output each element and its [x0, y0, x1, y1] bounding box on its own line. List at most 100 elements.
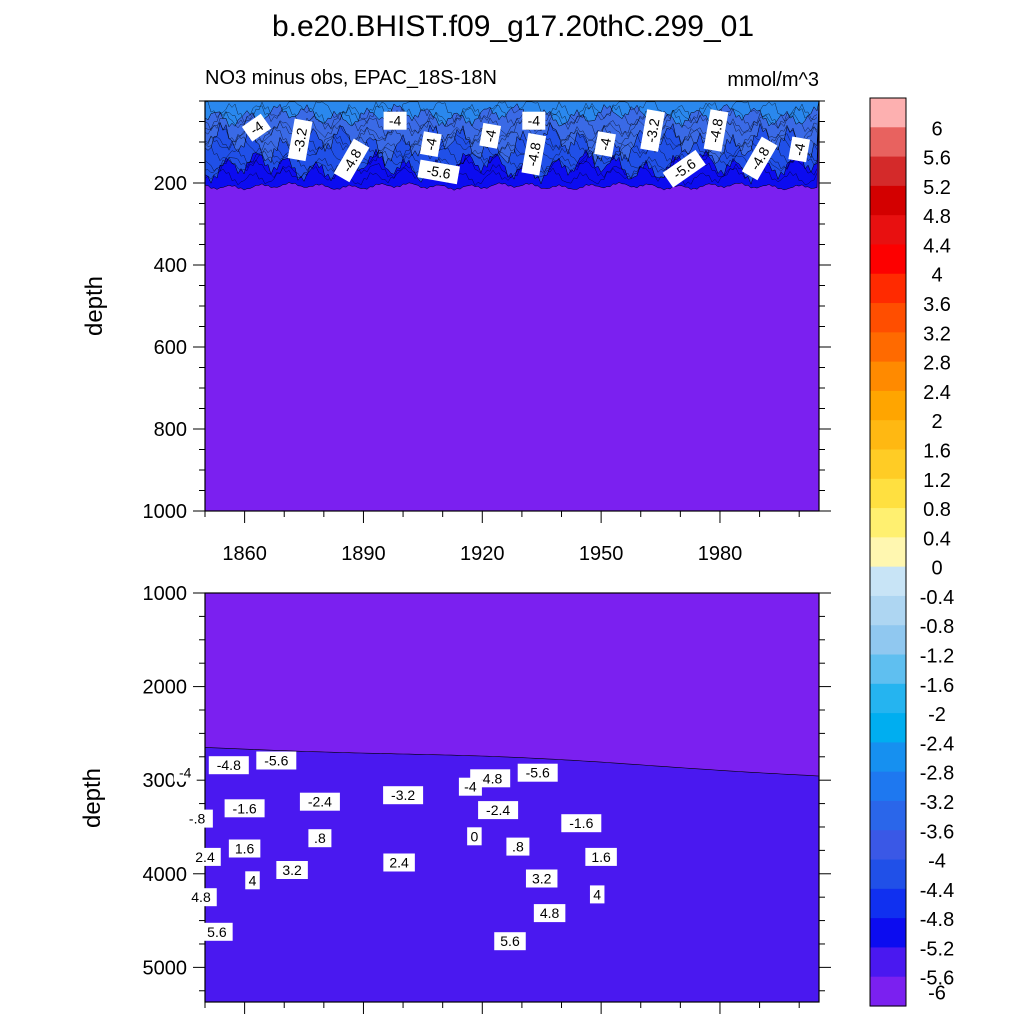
contour-label-text: 1.6 [591, 849, 611, 865]
colorbar-swatch [870, 976, 906, 1007]
contour-label: 4 [245, 871, 260, 890]
contour-label: 5.6 [201, 922, 233, 941]
y-tick-label: 1000 [143, 583, 188, 605]
y-tick-label: 600 [154, 337, 187, 359]
contour-label-text: -4 [528, 113, 541, 129]
chart-subtitle: NO3 minus obs, EPAC_18S-18N [205, 67, 497, 89]
contour-label: 3.2 [525, 869, 558, 888]
contour-label-text: -3.2 [290, 126, 310, 153]
contour-label-box [287, 118, 313, 162]
colorbar-label: -2 [928, 704, 946, 726]
colorbar-swatch [870, 771, 906, 802]
colorbar-label: 5.2 [923, 177, 951, 199]
contour-label-text: -2.4 [486, 802, 510, 818]
contour-label-box [189, 847, 221, 866]
contour-label-box [533, 904, 566, 923]
upper-panel: 200 400 600 800 1000 1860 1890 1920 1950 1980 dep… [81, 100, 831, 565]
colorbar-label: 4.4 [923, 236, 951, 258]
contour-label-text: -4.8 [217, 757, 241, 773]
colorbar-swatch [870, 215, 906, 246]
contour-label: -4 [173, 763, 197, 782]
colorbar: 6 5.6 5.2 4.8 4.4 4 3.6 3.2 2.8 2.4 2 1.6 1.2 0.8 0.4 0… [869, 97, 954, 1007]
contour-label-box [589, 885, 605, 904]
contour-label-text: -4 [481, 128, 499, 143]
contour-label-text: .8 [512, 839, 524, 855]
contour-label-box [640, 109, 665, 152]
colorbar-label: -5.6 [920, 968, 954, 990]
colorbar-label: 0.4 [923, 528, 951, 550]
y-tick-label: 800 [154, 419, 187, 441]
contour-label: -4 [522, 111, 546, 130]
contour-label-box [467, 827, 482, 846]
contour-label-text: 3.2 [282, 862, 302, 878]
colorbar-label: -2.4 [920, 733, 954, 755]
contour-label: -4.8 [208, 756, 249, 775]
contour-label: .8 [308, 829, 332, 848]
colorbar-label: 3.6 [923, 294, 951, 316]
lower-ylabel: depth [79, 768, 106, 828]
x-tick-label: 1950 [579, 543, 624, 565]
contour-label: 2.4 [383, 853, 415, 872]
colorbar-label: 4.8 [923, 206, 951, 228]
contour-label: -2.4 [299, 792, 340, 811]
upper-contour-line [205, 101, 818, 125]
colorbar-swatch [870, 566, 906, 597]
colorbar-label: -1.2 [920, 646, 954, 668]
colorbar-swatch [870, 800, 906, 831]
contour-label: -1.6 [561, 814, 602, 833]
contour-label: 0 [467, 827, 482, 846]
contour-label: -3.2 [640, 109, 665, 152]
contour-label-box [208, 756, 249, 775]
colorbar-swatch [870, 332, 906, 363]
contour-label: -5.6 [256, 751, 297, 770]
contour-label-box [245, 871, 260, 890]
contour-label: -5.6 [517, 763, 558, 782]
contour-label-box [228, 839, 261, 858]
upper-band-light [205, 101, 819, 129]
contour-label: -4 [788, 136, 811, 163]
contour-label-text: .8 [314, 830, 326, 846]
contour-label-text: 4 [593, 886, 601, 902]
contour-label-box [741, 136, 778, 181]
colorbar-swatch [870, 947, 906, 978]
contour-label: -4.8 [703, 109, 729, 152]
contour-label: -4 [479, 122, 502, 149]
contour-label: 4.8 [533, 904, 566, 923]
colorbar-label: 4 [931, 265, 942, 287]
contour-label: 1.6 [228, 839, 261, 858]
contour-label-text: 2.4 [195, 849, 215, 865]
contour-label-text: -1.6 [233, 800, 257, 816]
colorbar-swatch [870, 508, 906, 538]
contour-label-box [521, 133, 547, 176]
chart-title: b.e20.BHIST.f09_g17.20thC.299_01 [272, 10, 754, 43]
colorbar-label: -3.6 [920, 821, 954, 843]
colorbar-label: -4 [928, 851, 946, 873]
colorbar-label: 3.2 [923, 323, 951, 345]
colorbar-swatch [870, 127, 906, 158]
contour-label-text: 3.2 [532, 871, 552, 887]
contour-label: .8 [506, 837, 530, 856]
lower-contour-bands [205, 747, 819, 1002]
lower-frame [204, 592, 820, 1003]
colorbar-swatch [870, 273, 906, 304]
colorbar-swatch [870, 683, 906, 714]
contour-label-text: -.8 [189, 811, 206, 827]
colorbar-label: -2.8 [920, 763, 954, 785]
contour-label-text: -3.2 [391, 787, 415, 803]
lower-contour-band [205, 747, 819, 1002]
contour-label-text: -4 [790, 142, 808, 157]
colorbar-label: 2.4 [923, 382, 951, 404]
contour-label-box [585, 847, 617, 866]
upper-field [205, 101, 819, 511]
contour-label-box [241, 113, 272, 142]
colorbar-swatch [870, 595, 906, 626]
contour-label-text: -4 [422, 136, 440, 151]
contour-label-box [703, 109, 729, 152]
contour-label-text: -4 [464, 779, 477, 795]
colorbar-swatch [870, 859, 906, 890]
colorbar-label: -4.8 [920, 909, 954, 931]
contour-label: -5.6 [662, 149, 706, 188]
contour-label: -4 [594, 131, 616, 157]
colorbar-label: 0.8 [923, 499, 951, 521]
